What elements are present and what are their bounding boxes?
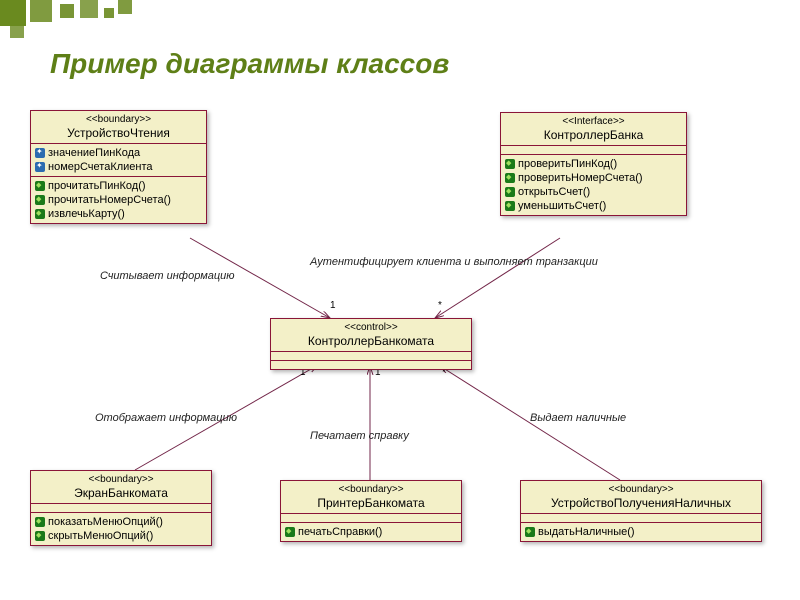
op-icon xyxy=(35,209,45,219)
label-print: Печатает справку xyxy=(310,430,409,442)
class-name: КонтроллерБанкомата xyxy=(277,334,465,348)
mult: * xyxy=(438,300,442,311)
operations: показатьМенюОпций() скрытьМенюОпций() xyxy=(31,513,211,545)
class-reader: <<boundary>> УстройствоЧтения значениеПи… xyxy=(30,110,207,224)
op-icon xyxy=(285,527,295,537)
class-name: ЭкранБанкомата xyxy=(37,486,205,500)
class-screen: <<boundary>> ЭкранБанкомата показатьМеню… xyxy=(30,470,212,546)
label-display: Отображает информацию xyxy=(95,412,237,424)
op-icon xyxy=(35,195,45,205)
class-name: КонтроллерБанка xyxy=(507,128,680,142)
attr-icon xyxy=(35,148,45,158)
attr-icon xyxy=(35,162,45,172)
attributes xyxy=(281,514,461,523)
stereotype: <<boundary>> xyxy=(37,474,205,486)
stereotype: <<boundary>> xyxy=(37,114,200,126)
label-read: Считывает информацию xyxy=(100,270,235,282)
label-auth: Аутентифицирует клиента и выполняет тран… xyxy=(310,256,598,268)
class-name: УстройствоЧтения xyxy=(37,126,200,140)
page-title: Пример диаграммы классов xyxy=(50,48,449,80)
operations: проверитьПинКод() проверитьНомерСчета() … xyxy=(501,155,686,215)
stereotype: <<control>> xyxy=(277,322,465,334)
attributes xyxy=(31,504,211,513)
attributes xyxy=(501,146,686,155)
operations: печатьСправки() xyxy=(281,523,461,541)
class-cash: <<boundary>> УстройствоПолученияНаличных… xyxy=(520,480,762,542)
operations xyxy=(271,361,471,369)
mult: 1 xyxy=(330,300,336,311)
class-name: ПринтерБанкомата xyxy=(287,496,455,510)
class-name: УстройствоПолученияНаличных xyxy=(527,496,755,510)
op-icon xyxy=(505,187,515,197)
label-cash: Выдает наличные xyxy=(530,412,626,424)
stereotype: <<boundary>> xyxy=(527,484,755,496)
stereotype: <<Interface>> xyxy=(507,116,680,128)
operations: прочитатьПинКод() прочитатьНомерСчета() … xyxy=(31,177,206,223)
op-icon xyxy=(35,517,45,527)
op-icon xyxy=(35,181,45,191)
operations: выдатьНаличные() xyxy=(521,523,761,541)
class-controller: <<control>> КонтроллерБанкомата xyxy=(270,318,472,370)
attributes xyxy=(521,514,761,523)
op-icon xyxy=(505,201,515,211)
op-icon xyxy=(525,527,535,537)
attributes xyxy=(271,352,471,361)
op-icon xyxy=(505,159,515,169)
class-printer: <<boundary>> ПринтерБанкомата печатьСпра… xyxy=(280,480,462,542)
op-icon xyxy=(505,173,515,183)
attributes: значениеПинКода номерСчетаКлиента xyxy=(31,144,206,177)
stereotype: <<boundary>> xyxy=(287,484,455,496)
op-icon xyxy=(35,531,45,541)
class-bank: <<Interface>> КонтроллерБанка проверитьП… xyxy=(500,112,687,216)
